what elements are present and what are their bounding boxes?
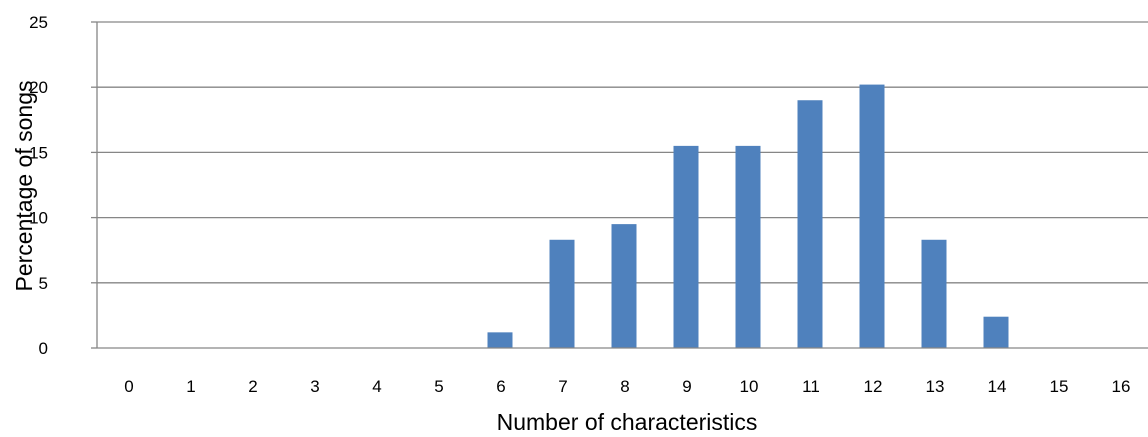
- gridlines: [97, 21, 1148, 284]
- x-tick-label: 13: [926, 377, 945, 396]
- x-tick-label: 4: [372, 377, 381, 396]
- x-tick-label: 7: [558, 377, 567, 396]
- bar-9: [673, 145, 699, 348]
- x-tick-label: 1: [186, 377, 195, 396]
- bar-10: [735, 145, 761, 348]
- x-tick-label: 15: [1050, 377, 1069, 396]
- y-axis-title: Percentage of songs: [11, 81, 37, 292]
- x-tick-label: 5: [434, 377, 443, 396]
- y-tick-label: 5: [39, 274, 48, 293]
- x-tick-label: 8: [620, 377, 629, 396]
- x-tick-label: 6: [496, 377, 505, 396]
- x-tick-label: 2: [248, 377, 257, 396]
- x-tick-label: 0: [124, 377, 133, 396]
- y-tick-label: 15: [29, 143, 48, 162]
- bar-6: [487, 332, 513, 348]
- bar-14: [983, 316, 1009, 348]
- bar-13: [921, 239, 947, 348]
- axes: [91, 21, 1148, 349]
- x-tick-label: 3: [310, 377, 319, 396]
- y-tick-labels: 0 5 10 15 20 25: [29, 13, 48, 358]
- bars: [487, 84, 1009, 349]
- x-tick-label: 11: [802, 377, 820, 396]
- x-tick-label: 12: [864, 377, 883, 396]
- x-tick-label: 10: [740, 377, 759, 396]
- bar-7: [549, 239, 575, 348]
- y-tick-label: 20: [29, 78, 48, 97]
- x-tick-label: 9: [682, 377, 691, 396]
- bar-8: [611, 224, 637, 348]
- y-tick-label: 25: [29, 13, 48, 32]
- x-tick-labels: 0 1 2 3 4 5 6 7 8 9 10 11 12 13 14 15 16: [124, 377, 1130, 396]
- y-tick-label: 0: [39, 339, 48, 358]
- x-axis-title: Number of characteristics: [497, 409, 758, 435]
- x-tick-label: 16: [1112, 377, 1131, 396]
- x-tick-label: 14: [988, 377, 1007, 396]
- y-tick-label: 10: [29, 209, 48, 228]
- bar-12: [859, 84, 885, 348]
- bar-11: [797, 100, 823, 349]
